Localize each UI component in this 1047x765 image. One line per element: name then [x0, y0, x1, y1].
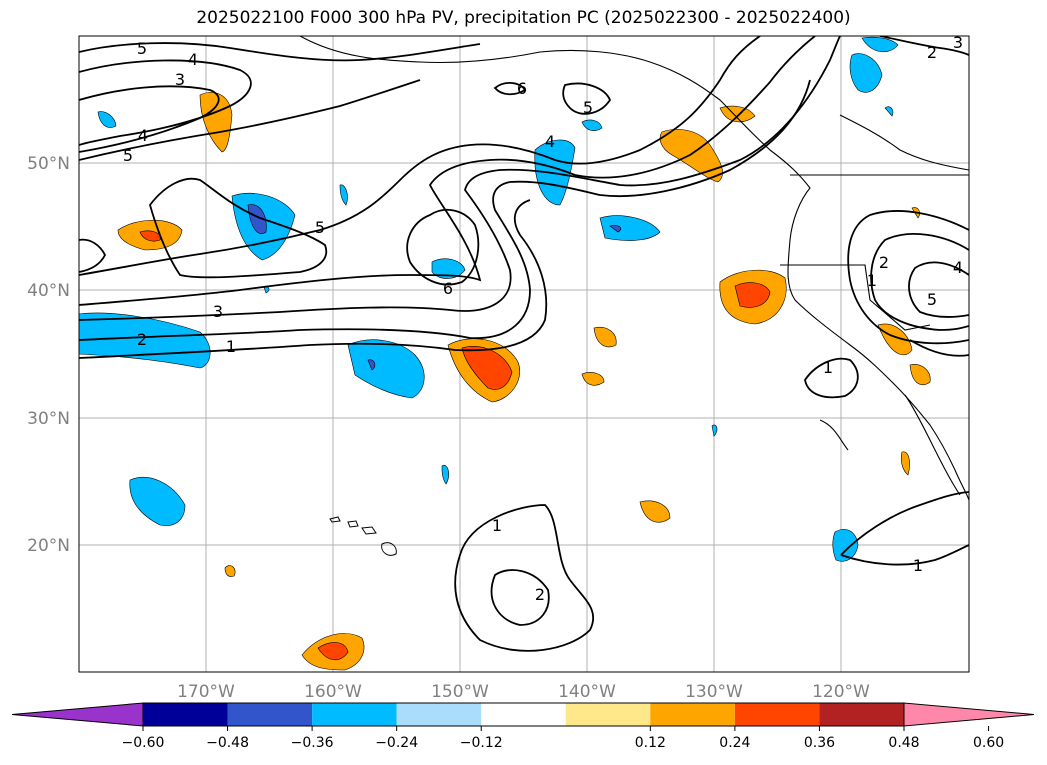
coastlines	[299, 36, 969, 501]
contour-label: 2	[137, 330, 147, 349]
contour-label: 2	[927, 43, 937, 62]
contour-label: 1	[913, 556, 923, 575]
contour-label: 5	[123, 146, 133, 165]
colorbar-tick-label: 0.36	[804, 735, 835, 751]
contour-label: 5	[927, 290, 937, 309]
longitude-labels: 170°W 160°W 150°W 140°W 130°W 120°W	[177, 682, 870, 702]
map-title: 2025022100 F000 300 hPa PV, precipitatio…	[196, 8, 851, 28]
lat-label-30: 30°N	[27, 409, 70, 429]
plot-frame	[78, 35, 970, 673]
lon-label-120w: 120°W	[812, 682, 870, 702]
colorbar-tick-label: −0.24	[375, 735, 418, 751]
colorbar-tick-label: 0.12	[635, 735, 666, 751]
colorbar-box	[565, 703, 651, 726]
colorbar-tick-label: −0.48	[206, 735, 249, 751]
colorbar-box	[734, 703, 820, 726]
contour-label: 1	[226, 337, 236, 356]
contour-label: 6	[517, 79, 527, 98]
contour-labels: 5 4 3 4 5 6 5 4 5 3 2 1 6 1 2 1 2 1 4 5 …	[123, 33, 963, 604]
colorbar-box	[650, 703, 735, 726]
lon-label-170w: 170°W	[177, 682, 235, 702]
contour-label: 1	[492, 516, 502, 535]
lon-label-140w: 140°W	[558, 682, 616, 702]
contour-label: 3	[175, 70, 185, 89]
contour-label: 5	[137, 39, 147, 58]
colorbar-tick-label: 0.48	[888, 735, 919, 751]
contour-label: 1	[823, 358, 833, 377]
contour-label: 3	[953, 33, 963, 52]
lat-label-40: 40°N	[27, 281, 70, 301]
negative-precip-patches	[79, 36, 899, 562]
colorbar-tick-label: −0.60	[122, 735, 165, 751]
lon-label-150w: 150°W	[431, 682, 489, 702]
lon-label-160w: 160°W	[304, 682, 362, 702]
contour-label: 4	[953, 258, 963, 277]
lat-label-20: 20°N	[27, 536, 70, 556]
colorbar-tick-label: −0.36	[291, 735, 334, 751]
colorbar-box	[227, 703, 313, 726]
colorbar-box	[819, 703, 904, 726]
pv-contours	[79, 36, 969, 652]
colorbar: −0.60 −0.48 −0.36 −0.24 −0.12 0.12 0.24 0.36 0.4…	[11, 702, 1035, 751]
contour-label: 2	[535, 585, 545, 604]
colorbar-box	[396, 703, 482, 726]
contour-label: 5	[315, 218, 325, 237]
latitude-labels: 50°N 40°N 30°N 20°N	[27, 154, 70, 556]
hawaiian-islands	[329, 516, 397, 556]
colorbar-tick-label: 0.60	[973, 735, 1004, 751]
contour-label: 1	[867, 271, 877, 290]
colorbar-extend-high	[903, 702, 1035, 727]
colorbar-box	[481, 703, 566, 726]
lon-label-130w: 130°W	[685, 682, 743, 702]
colorbar-extend-low	[11, 702, 144, 727]
colorbar-box	[143, 703, 228, 726]
contour-label: 4	[188, 50, 198, 69]
contour-label: 5	[583, 98, 593, 117]
contour-label: 4	[138, 126, 148, 145]
contour-label: 4	[545, 132, 555, 151]
contour-label: 2	[879, 253, 889, 272]
colorbar-tick-label: 0.24	[719, 735, 750, 751]
colorbar-box	[312, 703, 397, 726]
contour-label: 3	[213, 302, 223, 321]
colorbar-outline	[142, 702, 905, 727]
lat-label-50: 50°N	[27, 154, 70, 174]
contour-label: 6	[443, 279, 453, 298]
colorbar-tick-label: −0.12	[460, 735, 503, 751]
